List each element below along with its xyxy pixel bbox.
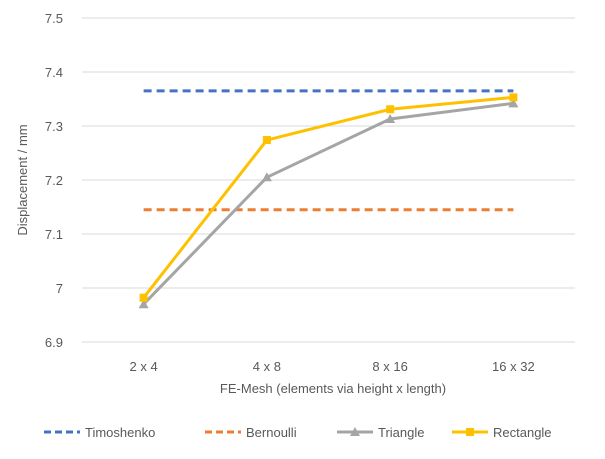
x-tick-label: 2 x 4	[130, 359, 158, 374]
legend-marker	[466, 428, 474, 436]
data-point	[386, 105, 395, 114]
legend-label: Rectangle	[493, 425, 552, 440]
data-point	[261, 172, 272, 182]
series-rectangle	[139, 93, 518, 302]
series-lines	[138, 89, 519, 309]
data-point	[139, 293, 148, 302]
data-point	[385, 113, 396, 123]
legend-label: Triangle	[378, 425, 424, 440]
y-axis-label: Displacement / mm	[15, 124, 30, 235]
data-point	[138, 299, 149, 309]
legend-item-timoshenko: Timoshenko	[44, 425, 155, 440]
series-line	[142, 95, 514, 299]
y-tick-label: 7.3	[45, 119, 63, 134]
y-tick-label: 7.2	[45, 173, 63, 188]
y-tick-label: 7.4	[45, 65, 63, 80]
x-axis-ticks: 2 x 4 4 x 8 8 x 16 16 x 32	[130, 359, 535, 374]
x-tick-label: 16 x 32	[492, 359, 535, 374]
legend-item-triangle: Triangle	[337, 425, 424, 440]
y-tick-label: 6.9	[45, 335, 63, 350]
series-line	[142, 101, 514, 306]
y-tick-label: 7.5	[45, 11, 63, 26]
y-tick-label: 7.1	[45, 227, 63, 242]
y-tick-label: 7	[56, 281, 63, 296]
legend-marker	[350, 427, 360, 436]
series-triangle	[138, 98, 519, 309]
legend-item-bernoulli: Bernoulli	[205, 425, 297, 440]
x-tick-label: 4 x 8	[253, 359, 281, 374]
legend-label: Bernoulli	[246, 425, 297, 440]
legend-label: Timoshenko	[85, 425, 155, 440]
x-tick-label: 8 x 16	[372, 359, 407, 374]
legend-item-rectangle: Rectangle	[452, 425, 552, 440]
data-point	[509, 93, 518, 102]
data-point	[262, 136, 271, 145]
x-axis-label: FE-Mesh (elements via height x length)	[220, 381, 446, 396]
legend: Timoshenko Bernoulli Triangle Rectangle	[44, 425, 552, 440]
y-axis-ticks: 6.9 7 7.1 7.2 7.3 7.4 7.5	[45, 11, 63, 350]
data-point	[508, 98, 519, 108]
